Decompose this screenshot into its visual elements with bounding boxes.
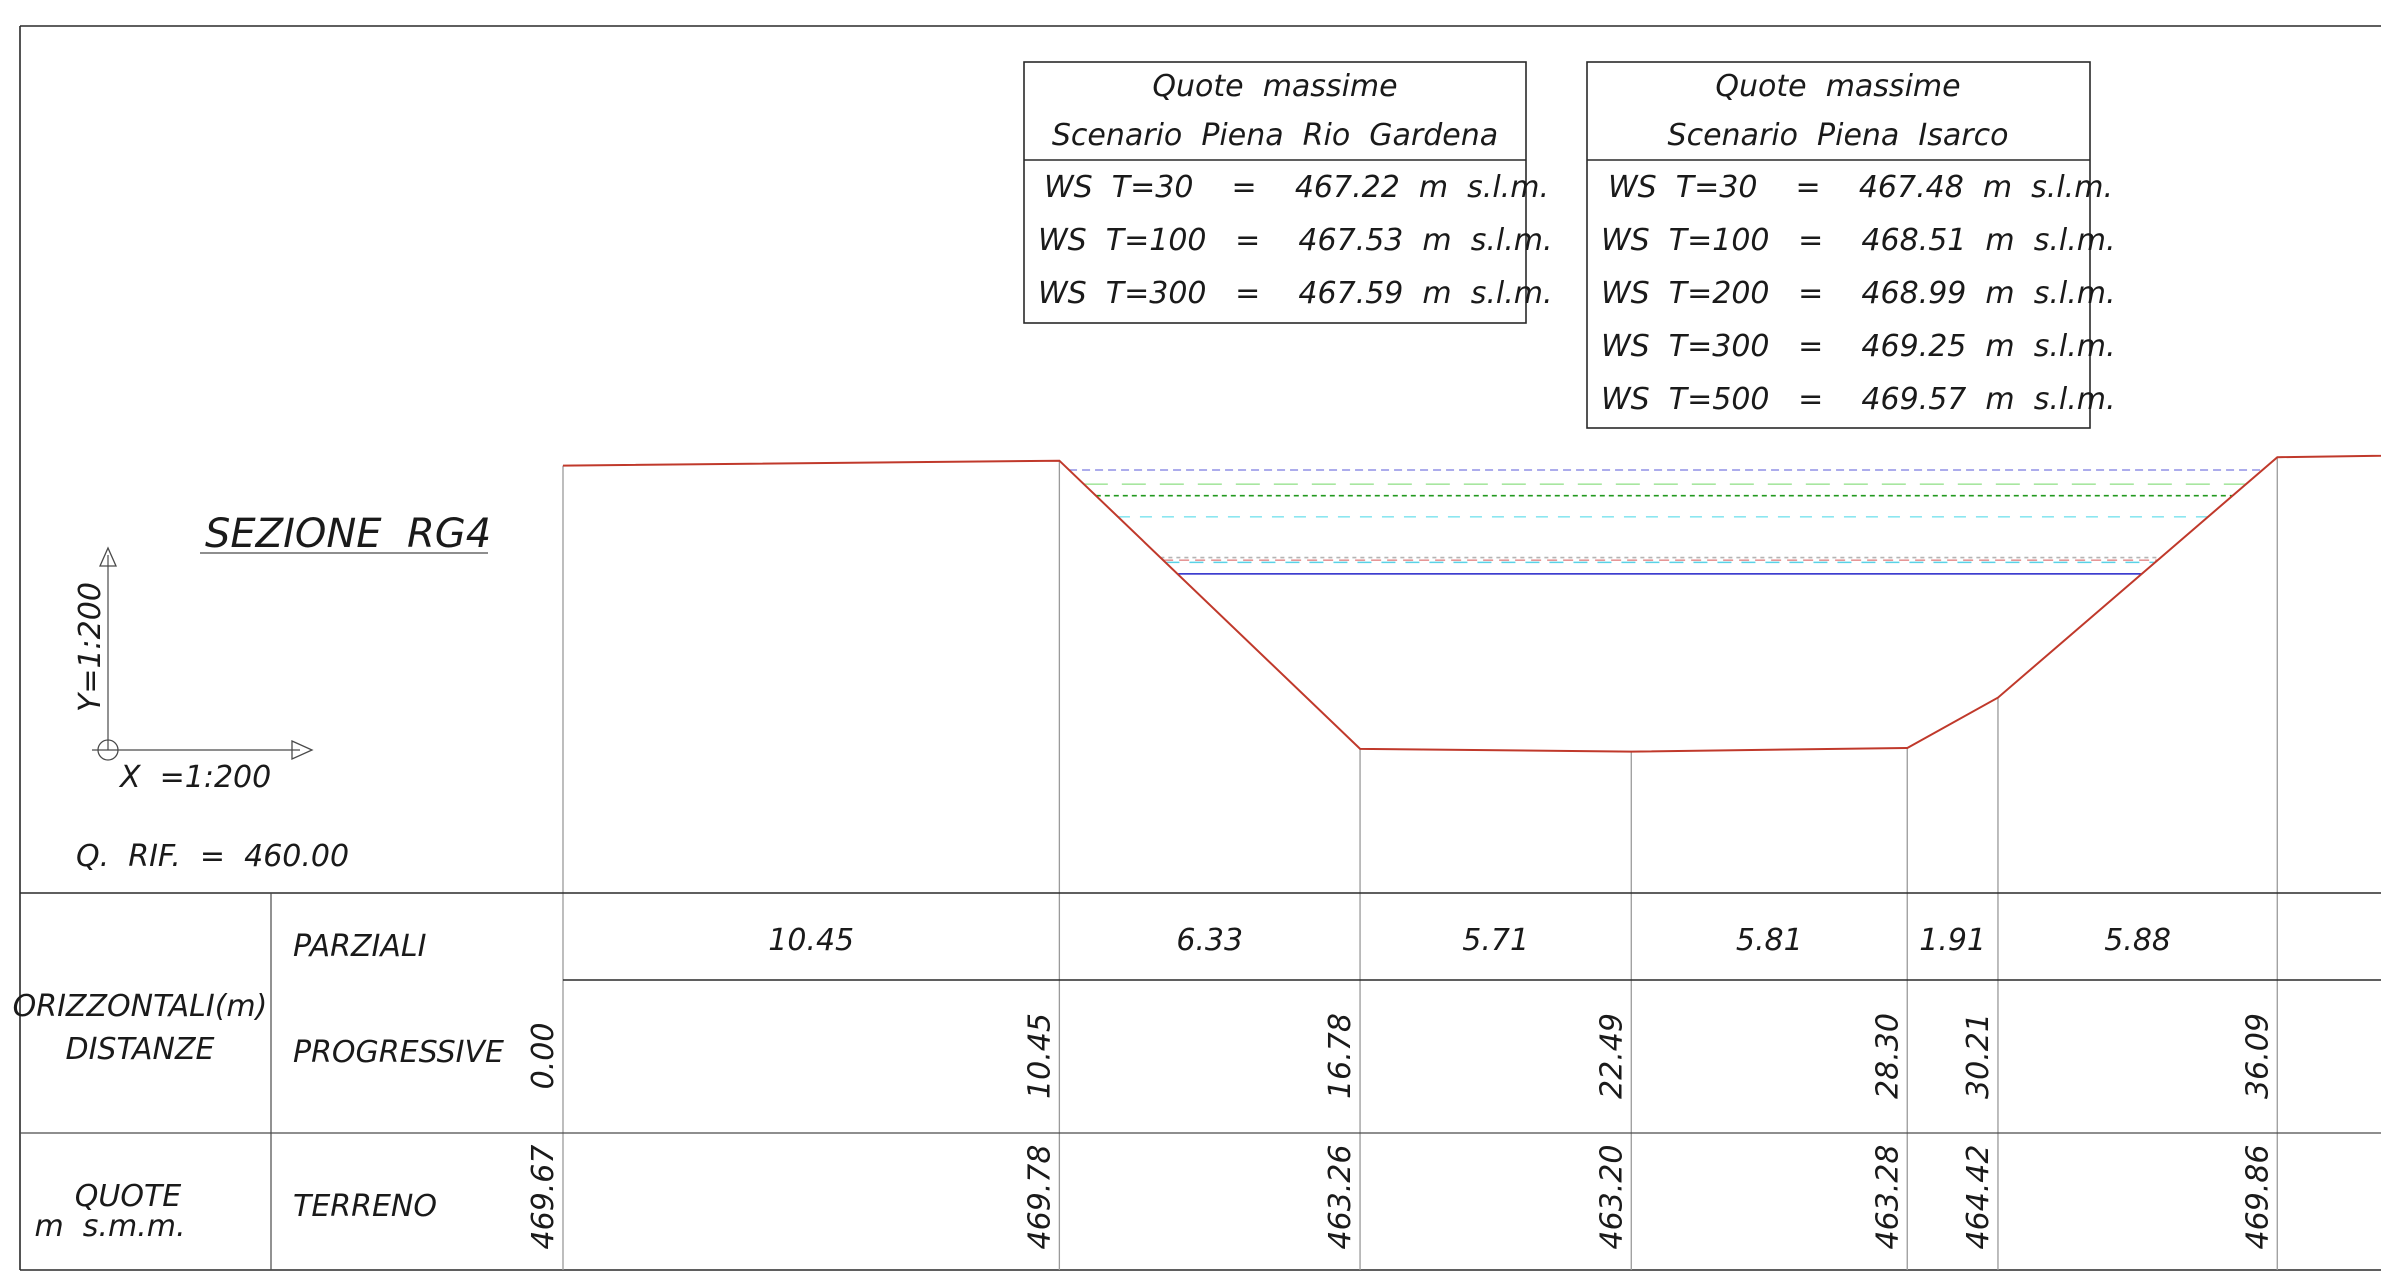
scale-y-label: Y=1:200: [73, 582, 108, 712]
ground-level-label: 469.78: [1022, 1145, 1057, 1250]
ground-level-label: 463.26: [1323, 1145, 1358, 1250]
ground-profile-line: [562, 454, 2381, 753]
ground-level-label: 469.67: [526, 1145, 561, 1250]
legend-isarco-row: WS T=500 = 469.57 m s.l.m.: [1601, 382, 2116, 417]
ground-level-label: 469.86: [2240, 1145, 2275, 1250]
legend-gardena-title-1: Quote massime: [1152, 69, 1397, 104]
legend-isarco-row: WS T=200 = 468.99 m s.l.m.: [1601, 276, 2116, 311]
reference-level: Q. RIF. = 460.00: [76, 839, 349, 874]
legend-isarco-row: WS T=100 = 468.51 m s.l.m.: [1601, 223, 2116, 258]
partial-distance-label: 5.81: [1736, 923, 1803, 958]
partial-distance-label: 6.33: [1176, 923, 1243, 958]
partial-distance-label: 5.71: [1462, 923, 1529, 958]
table-group-distances-2: DISTANZE: [65, 1032, 214, 1067]
legend-isarco-title-1: Quote massime: [1715, 69, 1960, 104]
section-title: SEZIONE RG4: [205, 511, 491, 557]
table-row-partial-label: PARZIALI: [293, 929, 427, 964]
progressive-label: 16.78: [1323, 1013, 1358, 1099]
water-level-lines: [1069, 469, 2263, 575]
table-group-levels-2: m s.m.m.: [35, 1209, 186, 1244]
table-row-progressive-label: PROGRESSIVE: [293, 1035, 504, 1070]
partial-distance-label: 1.91: [1919, 923, 1986, 958]
legend-gardena-title-2: Scenario Piena Rio Gardena: [1052, 118, 1498, 153]
progressive-label: 10.45: [1022, 1013, 1057, 1099]
legend-gardena-row: WS T=300 = 467.59 m s.l.m.: [1038, 276, 1553, 311]
legend-gardena-row: WS T=30 = 467.22 m s.l.m.: [1044, 170, 1549, 205]
station-lines: [562, 457, 2278, 1270]
legend-isarco: Quote massime Scenario Piena Isarco WS T…: [1586, 61, 2116, 429]
table-group-levels-1: QUOTE: [75, 1179, 182, 1214]
progressive-label: 28.30: [1870, 1013, 1905, 1099]
ground-level-label: 464.42: [1961, 1145, 1996, 1250]
ground-level-label: 463.20: [1594, 1145, 1629, 1250]
partial-distance-label: 10.45: [768, 923, 854, 958]
legend-isarco-title-2: Scenario Piena Isarco: [1668, 118, 2009, 153]
legend-isarco-row: WS T=30 = 467.48 m s.l.m.: [1608, 170, 2113, 205]
ground-level-label: 463.28: [1870, 1145, 1905, 1250]
data-table: ORIZZONTALI(m) DISTANZE PARZIALI PROGRES…: [13, 892, 2381, 1270]
table-values: 10.456.335.715.811.915.887.084.620.00469…: [526, 923, 2275, 1250]
partial-distance-label: 5.88: [2104, 923, 2171, 958]
legend-isarco-row: WS T=300 = 469.25 m s.l.m.: [1601, 329, 2116, 364]
legend-gardena: Quote massime Scenario Piena Rio Gardena…: [1023, 61, 1553, 324]
scale-x-label: X =1:200: [118, 760, 271, 795]
scale-axes-icon: [92, 546, 314, 761]
legend-gardena-row: WS T=100 = 467.53 m s.l.m.: [1038, 223, 1553, 258]
progressive-label: 22.49: [1594, 1013, 1629, 1099]
table-row-ground-label: TERRENO: [293, 1189, 437, 1224]
table-group-distances-1: ORIZZONTALI(m): [13, 989, 268, 1024]
progressive-label: 0.00: [526, 1023, 561, 1090]
progressive-label: 36.09: [2240, 1013, 2275, 1099]
progressive-label: 30.21: [1961, 1013, 1996, 1099]
